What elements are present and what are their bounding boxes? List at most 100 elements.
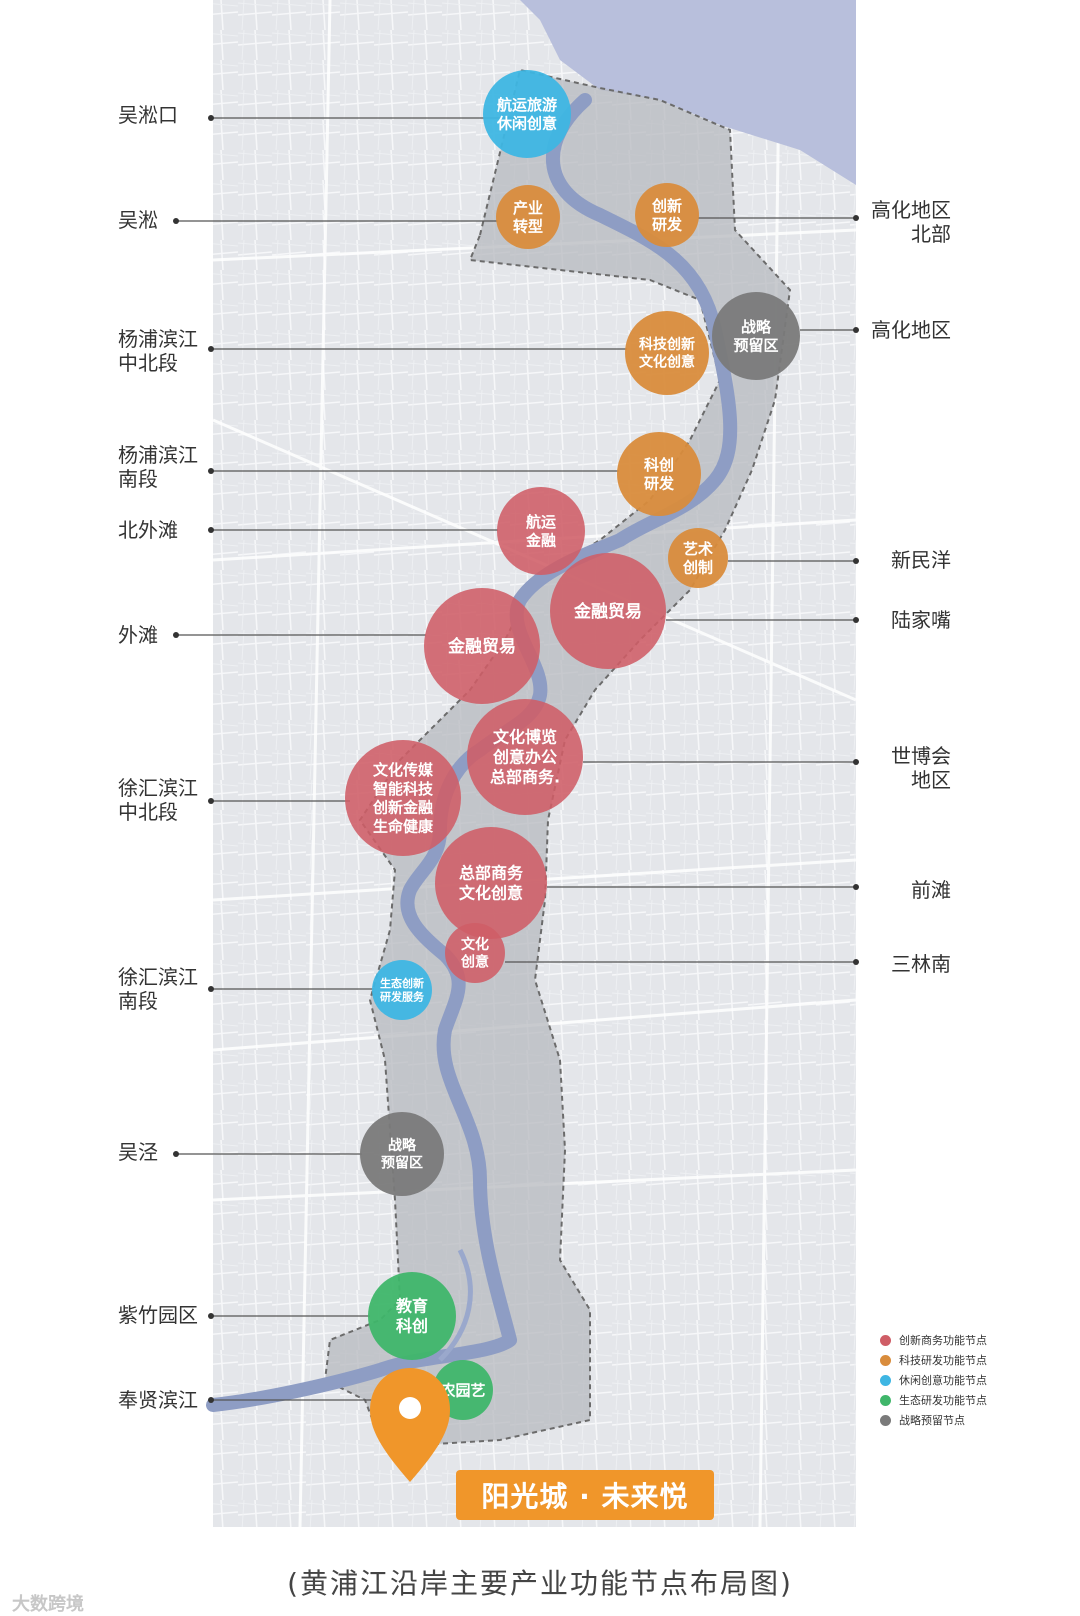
leader-dot xyxy=(853,959,859,965)
place-label-line: 世博会 xyxy=(891,744,951,768)
node-label: 研发服务 xyxy=(380,990,425,1004)
function-node-business[interactable]: 文化创意 xyxy=(445,923,505,983)
legend-label: 生态研发功能节点 xyxy=(899,1394,987,1407)
node-label: 创意办公 xyxy=(492,748,557,767)
node-circle xyxy=(712,292,800,380)
place-label-line: 徐汇滨江 xyxy=(118,965,198,989)
figure-caption: (黄浦江沿岸主要产业功能节点布局图) xyxy=(287,1567,793,1600)
node-label: 文化创意 xyxy=(639,354,695,371)
place-label-line: 新民洋 xyxy=(891,548,951,572)
node-circle xyxy=(424,588,540,704)
place-label-line: 高化地区 xyxy=(871,318,951,342)
node-circle xyxy=(668,528,728,588)
legend-item: 战略预留节点 xyxy=(880,1410,987,1430)
place-label-line: 地区 xyxy=(911,768,951,792)
place-label-left: 北外滩 xyxy=(118,518,178,542)
leader-dot xyxy=(208,468,214,474)
place-label-left: 徐汇滨江 南段 xyxy=(118,965,198,1013)
function-node-business[interactable]: 金融贸易 xyxy=(424,588,540,704)
node-label: 文化 xyxy=(461,936,489,953)
node-circle xyxy=(368,1272,456,1360)
node-circle xyxy=(635,183,699,247)
node-circle xyxy=(497,487,585,575)
legend-label: 创新商务功能节点 xyxy=(899,1334,987,1347)
place-label-line: 紫竹园区 xyxy=(118,1303,198,1327)
node-label: 战略 xyxy=(388,1137,417,1154)
function-node-business[interactable]: 金融贸易 xyxy=(550,553,666,669)
place-label-line: 北部 xyxy=(911,222,951,246)
place-label-line: 徐汇滨江 xyxy=(118,776,198,800)
node-label: 战略 xyxy=(741,318,772,336)
leader-dot xyxy=(208,986,214,992)
place-label-line: 北外滩 xyxy=(118,518,178,542)
node-circle xyxy=(625,311,709,395)
node-label: 总部商务 xyxy=(459,864,524,883)
leader-dot xyxy=(208,115,214,121)
node-label: 总部商务. xyxy=(490,768,560,787)
node-circle xyxy=(550,553,666,669)
place-label-right: 陆家嘴 xyxy=(891,608,951,632)
node-circle xyxy=(467,699,583,815)
node-label: 航运 xyxy=(526,513,556,531)
node-label: 创意 xyxy=(460,954,489,971)
node-circle xyxy=(496,185,560,249)
leader-dot xyxy=(853,617,859,623)
place-label-left: 紫竹园区 xyxy=(118,1303,198,1327)
place-label-left: 吴淞 xyxy=(118,208,158,232)
node-label: 转型 xyxy=(513,218,543,236)
legend: 创新商务功能节点 科技研发功能节点 休闲创意功能节点 生态研发功能节点 战略预留节点 xyxy=(880,1330,987,1430)
place-label-line: 吴淞口 xyxy=(118,103,178,127)
node-label: 产业 xyxy=(513,199,543,217)
legend-item: 生态研发功能节点 xyxy=(880,1390,987,1410)
legend-swatch xyxy=(880,1394,891,1406)
node-label: 创制 xyxy=(682,559,713,577)
place-label-right: 高化地区 xyxy=(871,318,951,342)
place-label-line: 三林南 xyxy=(891,952,951,976)
place-label-left: 徐汇滨江 中北段 xyxy=(118,776,198,824)
place-label-line: 中北段 xyxy=(118,351,178,375)
node-label: 金融贸易 xyxy=(573,601,642,622)
place-label-right: 前滩 xyxy=(911,878,951,902)
node-circle xyxy=(435,827,547,939)
place-label-line: 杨浦滨江 xyxy=(118,443,198,467)
node-label: 智能科技 xyxy=(373,780,434,798)
watermark: 大数跨境 xyxy=(12,1594,84,1615)
node-label: 文化博览 xyxy=(493,728,557,747)
leader-dot xyxy=(208,527,214,533)
node-label: 预留区 xyxy=(733,337,778,355)
legend-label: 战略预留节点 xyxy=(899,1414,965,1427)
place-label-line: 前滩 xyxy=(911,878,951,902)
legend-swatch xyxy=(880,1354,891,1366)
place-label-left: 奉贤滨江 xyxy=(118,1388,198,1412)
place-label-line: 陆家嘴 xyxy=(891,608,951,632)
node-label: 文化创意 xyxy=(459,884,523,903)
place-label-line: 杨浦滨江 xyxy=(118,327,198,351)
node-circle xyxy=(360,1112,444,1196)
leader-dot xyxy=(208,798,214,804)
location-pin-icon[interactable] xyxy=(370,1368,450,1482)
node-label: 金融贸易 xyxy=(447,636,516,657)
place-label-line: 奉贤滨江 xyxy=(118,1388,198,1412)
sea-area xyxy=(520,0,856,185)
place-label-right: 世博会 地区 xyxy=(891,744,951,792)
place-label-line: 南段 xyxy=(118,467,158,491)
project-brand-label[interactable]: 阳光城 · 未来悦 xyxy=(456,1470,714,1520)
place-label-left: 杨浦滨江 南段 xyxy=(118,443,198,491)
river-branch xyxy=(438,1248,473,1362)
